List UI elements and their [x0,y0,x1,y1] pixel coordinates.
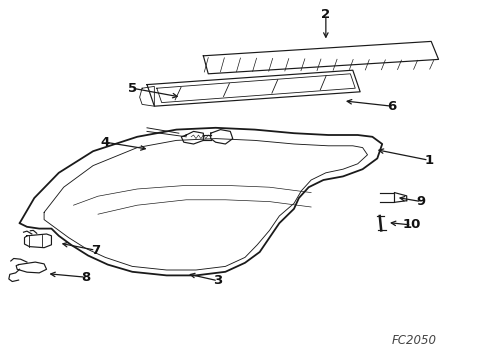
Text: 5: 5 [128,82,137,95]
Text: 9: 9 [417,195,426,208]
Text: 7: 7 [91,244,100,257]
Text: FC2050: FC2050 [392,334,437,347]
Text: 10: 10 [402,219,421,231]
Text: 6: 6 [388,100,396,113]
Text: 1: 1 [424,154,433,167]
Polygon shape [147,70,360,106]
Text: 3: 3 [214,274,222,287]
Polygon shape [203,41,439,74]
Text: 2: 2 [321,8,330,21]
Text: 8: 8 [81,271,90,284]
Text: 4: 4 [101,136,110,149]
